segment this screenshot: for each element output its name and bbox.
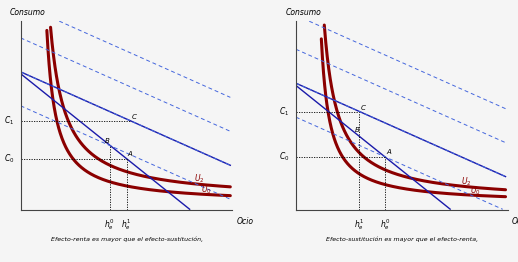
Text: $U_2$: $U_2$	[194, 173, 205, 185]
Text: Efecto-renta es mayor que el efecto-sustitución,: Efecto-renta es mayor que el efecto-sust…	[51, 236, 203, 242]
Text: $h^1_e$: $h^1_e$	[121, 217, 132, 232]
Text: $C_0$: $C_0$	[279, 151, 290, 163]
Text: $C_0$: $C_0$	[4, 152, 15, 165]
Text: Efecto-sustitución es mayor que el efecto-renta,: Efecto-sustitución es mayor que el efect…	[326, 236, 478, 242]
Text: B: B	[355, 127, 360, 133]
Text: $U_0$: $U_0$	[200, 183, 211, 196]
Text: $U_2$: $U_2$	[461, 175, 471, 188]
Text: B: B	[104, 138, 109, 144]
Text: Consumo: Consumo	[10, 8, 46, 17]
Text: $h^1_e$: $h^1_e$	[354, 217, 365, 232]
Text: C: C	[361, 105, 365, 111]
Text: A: A	[386, 149, 391, 155]
Text: Ocio: Ocio	[237, 217, 254, 226]
Text: $C_1$: $C_1$	[279, 105, 290, 118]
Text: Consumo: Consumo	[285, 8, 321, 17]
Text: A: A	[127, 151, 133, 157]
Text: Ocio: Ocio	[512, 217, 518, 226]
Text: $h^0_e$: $h^0_e$	[104, 217, 115, 232]
Text: $U_0$: $U_0$	[469, 184, 480, 197]
Text: $h^0_e$: $h^0_e$	[380, 217, 390, 232]
Text: C: C	[132, 114, 137, 121]
Text: $C_1$: $C_1$	[4, 115, 15, 127]
